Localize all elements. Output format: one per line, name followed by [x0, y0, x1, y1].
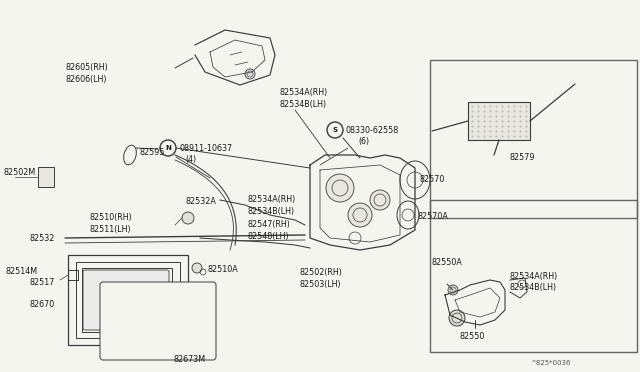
Circle shape [192, 263, 202, 273]
Text: 82579: 82579 [510, 153, 536, 162]
Circle shape [327, 122, 343, 138]
Text: 82534B(LH): 82534B(LH) [247, 207, 294, 216]
Bar [430, 60, 637, 218]
Text: 82534B(LH): 82534B(LH) [280, 100, 327, 109]
Circle shape [370, 190, 390, 210]
Text: 82570A: 82570A [418, 212, 449, 221]
FancyBboxPatch shape [100, 282, 216, 360]
Text: 82514M: 82514M [5, 267, 37, 276]
Circle shape [348, 203, 372, 227]
Text: 82595: 82595 [140, 148, 166, 157]
Bar [430, 200, 637, 352]
Text: 82550: 82550 [460, 332, 485, 341]
Text: 82605(RH): 82605(RH) [65, 63, 108, 72]
Text: 82532A: 82532A [185, 197, 216, 206]
Bar [82, 268, 172, 332]
Bar [76, 262, 180, 338]
Text: 82670: 82670 [30, 300, 55, 309]
Text: 82534A(RH): 82534A(RH) [280, 88, 328, 97]
Text: N: N [165, 145, 171, 151]
Text: 82534A(RH): 82534A(RH) [247, 195, 295, 204]
Text: (4): (4) [185, 155, 196, 164]
Text: 08330-62558: 08330-62558 [346, 126, 399, 135]
Text: S: S [333, 127, 337, 133]
Text: 82511(LH): 82511(LH) [90, 225, 132, 234]
Text: 82606(LH): 82606(LH) [65, 75, 106, 84]
Bar [68, 255, 188, 345]
Bar [38, 167, 54, 187]
Text: ^825*0036: ^825*0036 [530, 360, 570, 366]
Text: 82550A: 82550A [432, 258, 463, 267]
Text: 82534A(RH): 82534A(RH) [510, 272, 558, 281]
Text: 82503(LH): 82503(LH) [300, 280, 342, 289]
Circle shape [448, 285, 458, 295]
Text: 82548(LH): 82548(LH) [247, 232, 289, 241]
Circle shape [326, 174, 354, 202]
Text: 82673M: 82673M [173, 355, 205, 364]
Circle shape [160, 140, 176, 156]
Text: (6): (6) [358, 137, 369, 146]
Text: 82502(RH): 82502(RH) [300, 268, 343, 277]
Text: 82517: 82517 [30, 278, 56, 287]
Text: 82532: 82532 [30, 234, 56, 243]
Circle shape [245, 69, 255, 79]
Text: 82570: 82570 [420, 175, 445, 184]
Text: 82510A: 82510A [208, 265, 239, 274]
Circle shape [182, 212, 194, 224]
Text: 82534B(LH): 82534B(LH) [510, 283, 557, 292]
Circle shape [449, 310, 465, 326]
FancyBboxPatch shape [83, 270, 169, 330]
Text: 82510(RH): 82510(RH) [90, 213, 132, 222]
Text: 82502M: 82502M [3, 168, 35, 177]
Text: 82547(RH): 82547(RH) [247, 220, 290, 229]
Bar [468, 102, 530, 140]
Text: 08911-10637: 08911-10637 [179, 144, 232, 153]
